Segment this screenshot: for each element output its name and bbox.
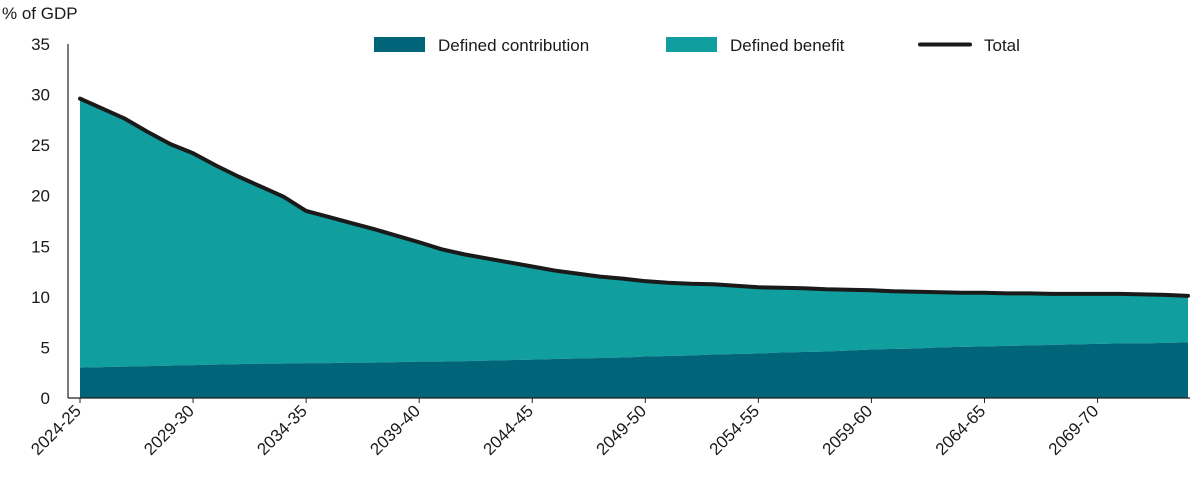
- x-tick-label: 2039-40: [366, 401, 424, 459]
- area-defined-contribution: [80, 342, 1188, 398]
- area-defined-benefit: [80, 98, 1188, 368]
- legend: Defined contribution Defined benefit Total: [374, 36, 1020, 55]
- x-tick-label: 2054-55: [706, 401, 764, 459]
- y-tick-label: 0: [41, 389, 50, 408]
- y-tick-labels: 0 5 10 15 20 25 30 35: [31, 35, 50, 408]
- legend-swatch: [374, 37, 425, 52]
- y-tick-label: 15: [31, 237, 50, 256]
- x-tick-label: 2064-65: [932, 401, 990, 459]
- legend-label: Defined contribution: [438, 36, 589, 55]
- y-tick-label: 20: [31, 187, 50, 206]
- y-tick-label: 10: [31, 288, 50, 307]
- total-line-layer: [78, 96, 1190, 298]
- x-tick-label: 2059-60: [819, 401, 877, 459]
- y-axis-unit-label: % of GDP: [2, 4, 78, 23]
- x-tick-label: 2024-25: [27, 401, 85, 459]
- x-tick-label: 2069-70: [1045, 401, 1103, 459]
- x-tick-label: 2029-30: [140, 401, 198, 459]
- y-tick-label: 25: [31, 136, 50, 155]
- legend-label: Defined benefit: [730, 36, 845, 55]
- legend-label: Total: [984, 36, 1020, 55]
- x-tick-labels: 2024-25 2029-30 2034-35 2039-40 2044-45 2049-…: [27, 398, 1102, 459]
- legend-swatch: [666, 37, 717, 52]
- y-tick-label: 35: [31, 35, 50, 54]
- x-tick-label: 2044-45: [480, 401, 538, 459]
- area-layer: [80, 98, 1188, 398]
- axes: [67, 44, 1190, 399]
- y-tick-label: 30: [31, 86, 50, 105]
- total-line: [78, 96, 1190, 298]
- y-tick-label: 5: [41, 338, 50, 357]
- x-tick-label: 2034-35: [253, 401, 311, 459]
- x-tick-label: 2049-50: [593, 401, 651, 459]
